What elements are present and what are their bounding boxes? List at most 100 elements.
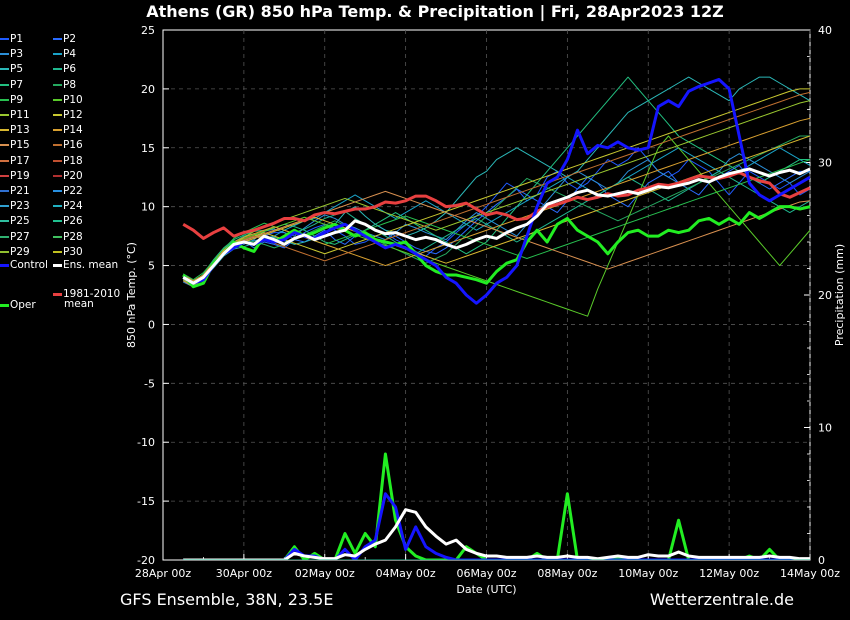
legend-label: P14: [63, 124, 83, 137]
temp-line-p15: [182, 190, 810, 288]
legend-label: P7: [10, 78, 24, 91]
legend-swatch: [0, 38, 9, 40]
legend-label: P26: [63, 215, 83, 228]
legend-label: P29: [10, 245, 30, 258]
legend-item-p19: P19: [0, 170, 30, 182]
temp-line-p12: [182, 88, 810, 283]
legend-swatch: [0, 250, 9, 253]
y2-tick-label: 30: [818, 157, 832, 170]
legend-label: P2: [63, 33, 77, 45]
legend-swatch: [53, 263, 62, 267]
temp-line-oper: [182, 205, 810, 289]
y2-tick-label: 20: [818, 289, 832, 302]
temp-line-p1: [183, 147, 810, 285]
legend-swatch: [0, 303, 9, 307]
x-tick-label: 14May 00z: [780, 567, 840, 580]
legend-item-ens-mean: Ens. mean: [53, 259, 118, 271]
legend-swatch: [0, 98, 9, 101]
legend-label: P18: [63, 154, 83, 167]
temp-line-p7: [183, 76, 810, 285]
legend-label: P12: [63, 109, 83, 121]
legend-item-p11: P11: [0, 109, 30, 121]
temp-line-p4: [182, 147, 810, 284]
x-tick-label: 10May 00z: [618, 567, 678, 580]
x-tick-label: 04May 00z: [376, 567, 436, 580]
temp-line-p14: [182, 117, 810, 282]
legend-item-p15: P15: [0, 139, 30, 151]
temp-line-ens-mean: [182, 167, 810, 285]
legend-label: P21: [10, 185, 30, 197]
legend-item-control: Control: [0, 259, 48, 271]
temp-line-p2: [183, 164, 810, 283]
legend-swatch: [53, 53, 62, 56]
y-tick-label: 0: [148, 318, 155, 331]
legend-item-p14: P14: [53, 124, 83, 136]
legend-swatch: [53, 190, 62, 192]
legend-label: P15: [10, 139, 30, 152]
legend-label: P1: [10, 33, 24, 45]
y-axis-label: 850 hPa Temp. (°C): [125, 242, 138, 348]
legend-item-p8: P8: [53, 79, 76, 91]
legend-label-clim-mean-line2: mean: [64, 298, 94, 310]
legend-swatch: [0, 220, 9, 223]
legend-swatch: [0, 144, 9, 147]
legend-label: P25: [10, 215, 30, 228]
legend-item-p24: P24: [53, 200, 83, 212]
legend-swatch: [53, 250, 62, 253]
legend-swatch: [0, 68, 9, 71]
footer-brand: Wetterzentrale.de: [649, 590, 794, 609]
legend-item-p10: P10: [53, 94, 83, 106]
legend-item-p9: P9: [0, 94, 23, 106]
legend-item-p7: P7: [0, 79, 23, 91]
legend-label: P27: [10, 230, 30, 243]
legend-item-p21: P21: [0, 185, 30, 197]
y-tick-label: -10: [137, 436, 155, 449]
legend-label: Control: [10, 259, 48, 271]
legend-label: P17: [10, 154, 30, 167]
legend-swatch: [0, 83, 9, 86]
y2-tick-label: 40: [818, 24, 832, 37]
legend-label: P4: [63, 48, 77, 61]
legend-item-p25: P25: [0, 215, 30, 227]
legend-swatch: [0, 114, 9, 116]
legend-item-p1: P1: [0, 33, 23, 45]
legend-swatch: [0, 53, 9, 56]
x-tick-label: 12May 00z: [699, 567, 759, 580]
legend-swatch: [53, 159, 62, 162]
y-tick-label: 15: [141, 142, 155, 155]
legend-swatch: [0, 190, 9, 192]
legend-swatch: [53, 205, 62, 208]
x-tick-label: 30Apr 00z: [216, 567, 273, 580]
legend-swatch: [53, 68, 62, 71]
legend-swatch: [53, 235, 62, 238]
legend-swatch: [0, 263, 9, 267]
legend-item-p22: P22: [53, 185, 83, 197]
x-tick-label: 06May 00z: [456, 567, 516, 580]
y-tick-label: 25: [141, 24, 155, 37]
legend-label: P10: [63, 93, 83, 106]
y-tick-label: 20: [141, 83, 155, 96]
legend-swatch: [0, 205, 9, 208]
legend-label: P20: [63, 169, 83, 182]
legend-item-p12: P12: [53, 109, 83, 121]
legend-item-p6: P6: [53, 63, 76, 75]
precip-line-control: [183, 492, 810, 560]
legend-swatch: [0, 129, 9, 132]
legend-item-p26: P26: [53, 215, 83, 227]
legend-label: P16: [63, 139, 83, 152]
legend-label: P28: [63, 230, 83, 243]
legend-item-p28: P28: [53, 231, 83, 243]
legend-item-p16: P16: [53, 139, 83, 151]
y2-axis-label: Precipitation (mm): [833, 244, 846, 346]
legend-label: P11: [10, 109, 30, 121]
temp-line-p6: [182, 170, 810, 282]
legend-label: P19: [10, 169, 30, 182]
legend-label: Ens. mean: [63, 259, 119, 271]
legend-item-p13: P13: [0, 124, 30, 136]
legend-label: P13: [10, 124, 30, 137]
legend-item-p30: P30: [53, 246, 83, 258]
legend-label: Oper: [10, 299, 36, 311]
legend-item-clim-mean: 1981-2010: [53, 288, 120, 300]
legend-swatch: [53, 292, 62, 296]
